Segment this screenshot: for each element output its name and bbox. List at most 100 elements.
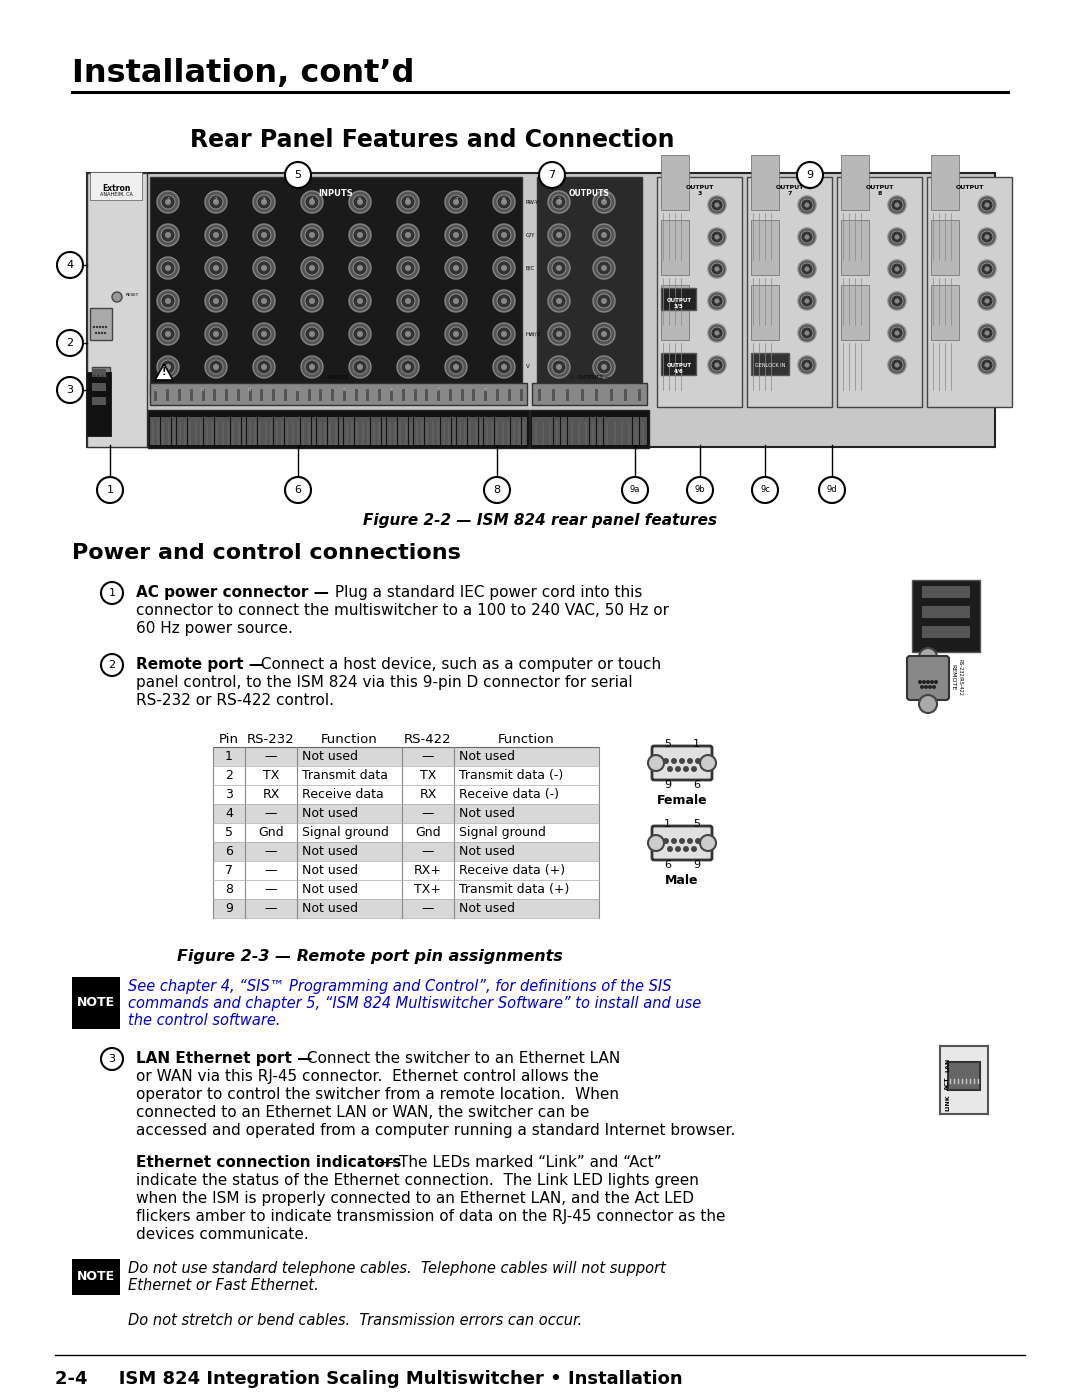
Circle shape: [711, 327, 723, 339]
Circle shape: [556, 232, 562, 237]
Text: Gnd: Gnd: [415, 826, 441, 840]
Circle shape: [301, 191, 323, 212]
Text: LINK: LINK: [945, 1094, 950, 1111]
Text: Male: Male: [665, 875, 699, 887]
Circle shape: [96, 326, 98, 328]
Circle shape: [691, 766, 697, 773]
Circle shape: [353, 327, 367, 341]
Circle shape: [285, 476, 311, 503]
Text: 8: 8: [494, 485, 500, 495]
Bar: [505, 416, 511, 446]
Circle shape: [593, 356, 615, 379]
Circle shape: [497, 261, 511, 275]
Text: LAN: LAN: [945, 1058, 950, 1073]
Circle shape: [978, 196, 996, 214]
Text: L6: L6: [390, 388, 393, 393]
Circle shape: [715, 362, 719, 367]
Circle shape: [700, 835, 716, 851]
Bar: [931, 219, 959, 275]
Bar: [461, 388, 463, 401]
Bar: [307, 416, 311, 446]
Text: Pin: Pin: [219, 733, 239, 746]
Circle shape: [985, 331, 989, 335]
Circle shape: [213, 331, 219, 337]
Circle shape: [981, 231, 993, 243]
Bar: [639, 416, 647, 446]
Circle shape: [711, 263, 723, 275]
Text: Receive data (-): Receive data (-): [459, 788, 559, 800]
Circle shape: [405, 232, 411, 237]
Circle shape: [210, 196, 222, 210]
Circle shape: [57, 251, 83, 278]
Circle shape: [301, 323, 323, 345]
Text: OUTPUT
3/5: OUTPUT 3/5: [666, 298, 691, 309]
Circle shape: [597, 327, 611, 341]
Circle shape: [309, 265, 315, 271]
Circle shape: [357, 232, 363, 237]
Circle shape: [449, 327, 463, 341]
Bar: [430, 416, 435, 446]
Circle shape: [894, 362, 900, 367]
Bar: [595, 388, 598, 401]
Bar: [376, 416, 381, 446]
Text: —: —: [422, 750, 434, 763]
Circle shape: [257, 228, 271, 242]
Text: commands and chapter 5, “ISM 824 Multiswitcher Software” to install and use: commands and chapter 5, “ISM 824 Multisw…: [129, 996, 701, 1011]
Bar: [408, 416, 414, 446]
Circle shape: [349, 224, 372, 246]
Text: G/Y: G/Y: [526, 232, 536, 237]
Text: when the ISM is properly connected to an Ethernet LAN, and the Act LED: when the ISM is properly connected to an…: [136, 1192, 694, 1206]
Text: Do not use standard telephone cables.  Telephone cables will not support: Do not use standard telephone cables. Te…: [129, 1261, 666, 1275]
Circle shape: [261, 365, 267, 370]
Circle shape: [397, 191, 419, 212]
Circle shape: [205, 224, 227, 246]
Text: L2: L2: [201, 388, 205, 393]
Bar: [576, 416, 582, 446]
Circle shape: [161, 228, 175, 242]
Circle shape: [210, 293, 222, 307]
Bar: [912, 580, 980, 652]
Text: Not used: Not used: [302, 845, 357, 858]
Circle shape: [888, 292, 906, 310]
Circle shape: [484, 476, 510, 503]
Circle shape: [805, 331, 810, 335]
Circle shape: [805, 203, 810, 208]
Bar: [927, 177, 1012, 407]
Bar: [489, 416, 495, 446]
Bar: [661, 155, 689, 210]
Circle shape: [405, 198, 411, 205]
Circle shape: [261, 331, 267, 337]
Circle shape: [349, 356, 372, 379]
Text: 6: 6: [225, 845, 233, 858]
Bar: [568, 416, 575, 446]
Text: 7: 7: [454, 197, 458, 203]
Text: L7: L7: [436, 388, 441, 393]
Circle shape: [165, 331, 171, 337]
Circle shape: [253, 323, 275, 345]
Bar: [301, 416, 306, 446]
Circle shape: [981, 327, 993, 339]
Bar: [596, 416, 604, 446]
Text: Not used: Not used: [302, 902, 357, 915]
Circle shape: [593, 191, 615, 212]
Text: connector to connect the multiswitcher to a 100 to 240 VAC, 50 Hz or: connector to connect the multiswitcher t…: [136, 604, 669, 617]
Text: 3: 3: [108, 1053, 116, 1065]
Circle shape: [397, 257, 419, 279]
Circle shape: [981, 198, 993, 211]
Circle shape: [683, 847, 689, 852]
Circle shape: [798, 356, 816, 374]
Circle shape: [449, 360, 463, 374]
Text: 1: 1: [664, 819, 671, 828]
Circle shape: [556, 331, 562, 337]
Bar: [751, 285, 779, 339]
Text: RESET: RESET: [126, 293, 139, 298]
Circle shape: [492, 291, 515, 312]
Circle shape: [405, 298, 411, 305]
Circle shape: [708, 356, 726, 374]
Circle shape: [798, 292, 816, 310]
Text: Installation, cont’d: Installation, cont’d: [72, 59, 415, 89]
Bar: [183, 416, 187, 446]
Text: L3: L3: [248, 388, 253, 393]
Circle shape: [285, 162, 311, 189]
Bar: [166, 388, 170, 401]
